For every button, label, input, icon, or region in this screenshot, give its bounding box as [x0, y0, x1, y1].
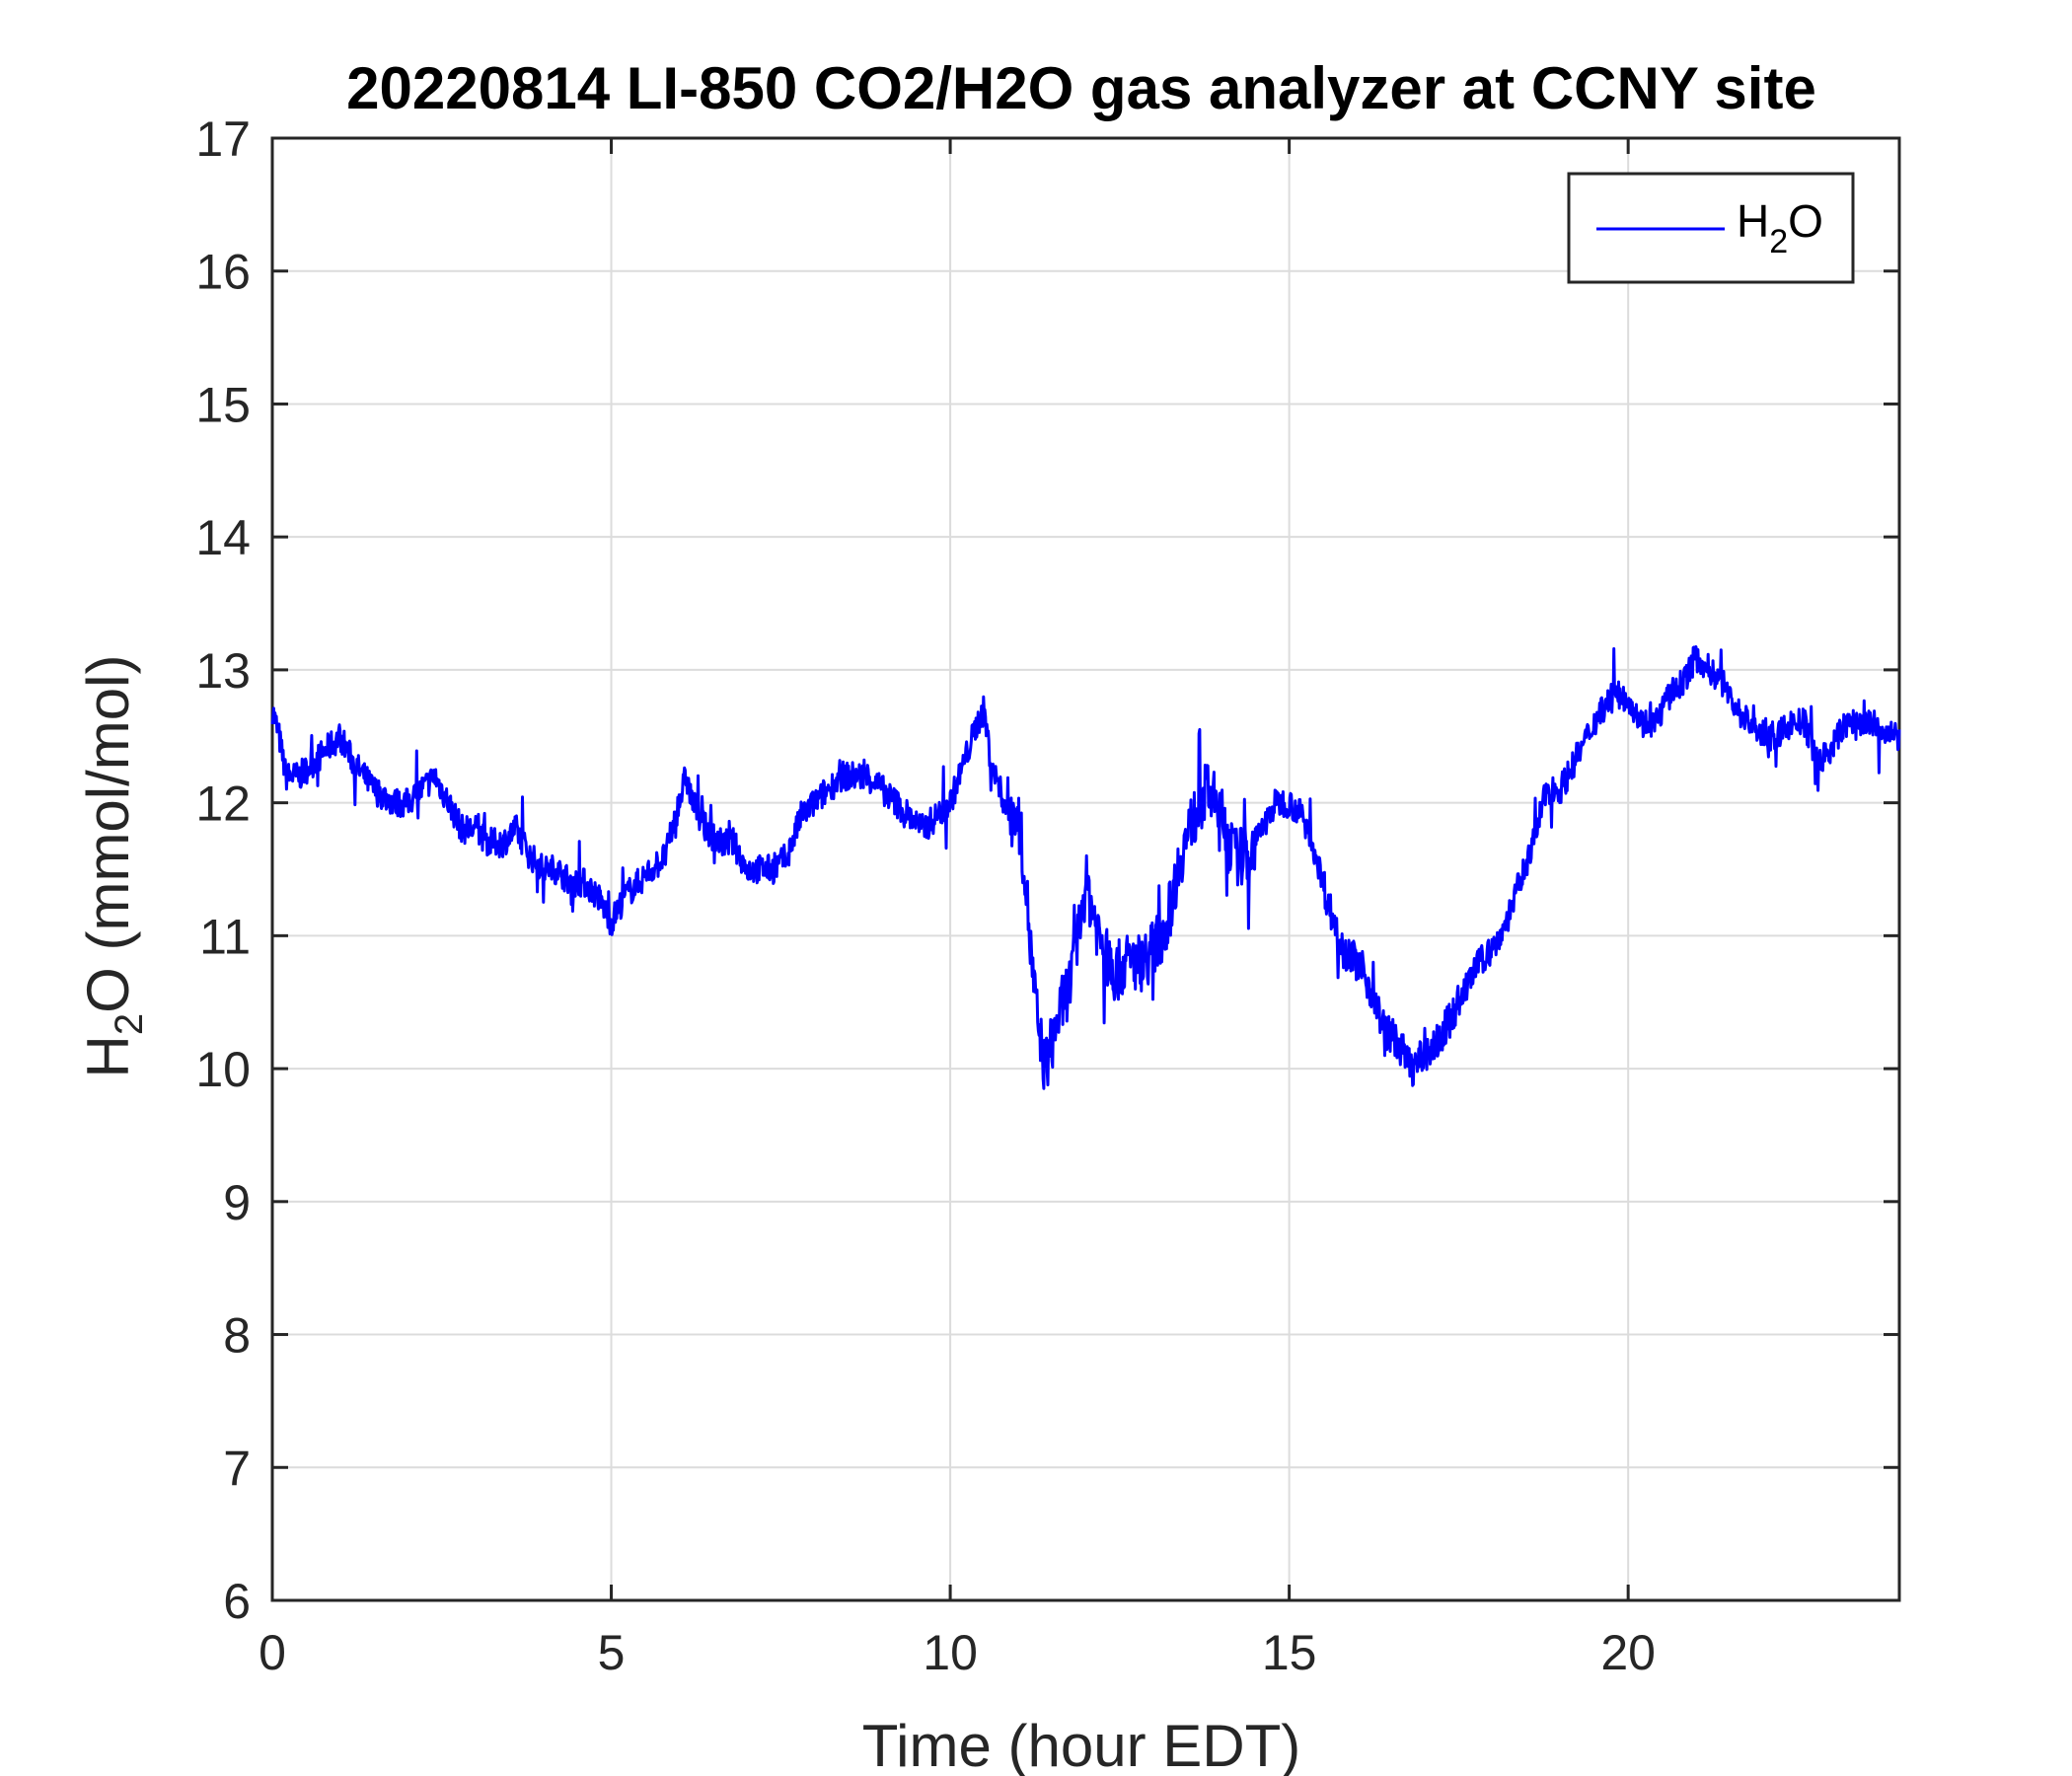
series-line-h2o [270, 645, 1901, 1090]
chart-title: 20220814 LI-850 CO2/H2O gas analyzer at … [346, 55, 1816, 121]
axis-ticks [270, 136, 1899, 1602]
plot-area [270, 136, 1901, 1602]
x-tick-label: 5 [598, 1625, 626, 1680]
y-tick-label: 8 [223, 1308, 251, 1364]
y-axis-label-rest: O (mmol/mol) [75, 655, 141, 1013]
legend-label-main: H [1737, 195, 1769, 247]
y-tick-label: 9 [223, 1175, 251, 1230]
legend-label-h2o: H2O [1737, 195, 1823, 260]
x-tick-label: 10 [923, 1625, 978, 1680]
y-axis-label: H2O (mmol/mol) [75, 655, 151, 1078]
legend-label-sub: 2 [1769, 223, 1788, 260]
y-tick-label: 15 [195, 377, 251, 432]
y-axis-label-main: H [75, 1035, 141, 1077]
y-tick-label: 13 [195, 643, 251, 699]
x-axis-label: Time (hour EDT) [862, 1713, 1301, 1776]
y-tick-label: 7 [223, 1441, 251, 1496]
x-tick-labels: 0 5 10 15 20 [259, 1625, 1656, 1680]
y-tick-label: 17 [195, 111, 251, 167]
y-tick-label: 14 [195, 510, 251, 565]
y-tick-label: 6 [223, 1574, 251, 1629]
y-tick-label: 16 [195, 245, 251, 300]
y-tick-label: 12 [195, 777, 251, 832]
grid-lines [272, 138, 1899, 1600]
legend-label-rest: O [1788, 195, 1823, 247]
y-tick-label: 10 [195, 1042, 251, 1097]
x-tick-label: 0 [259, 1625, 286, 1680]
y-tick-labels: 6 7 8 9 10 11 12 13 14 15 16 17 [195, 111, 251, 1629]
x-tick-label: 15 [1262, 1625, 1317, 1680]
x-tick-label: 20 [1600, 1625, 1656, 1680]
y-axis-label-sub: 2 [108, 1013, 151, 1035]
y-tick-label: 11 [199, 909, 251, 964]
legend: H2O [1567, 172, 1855, 284]
